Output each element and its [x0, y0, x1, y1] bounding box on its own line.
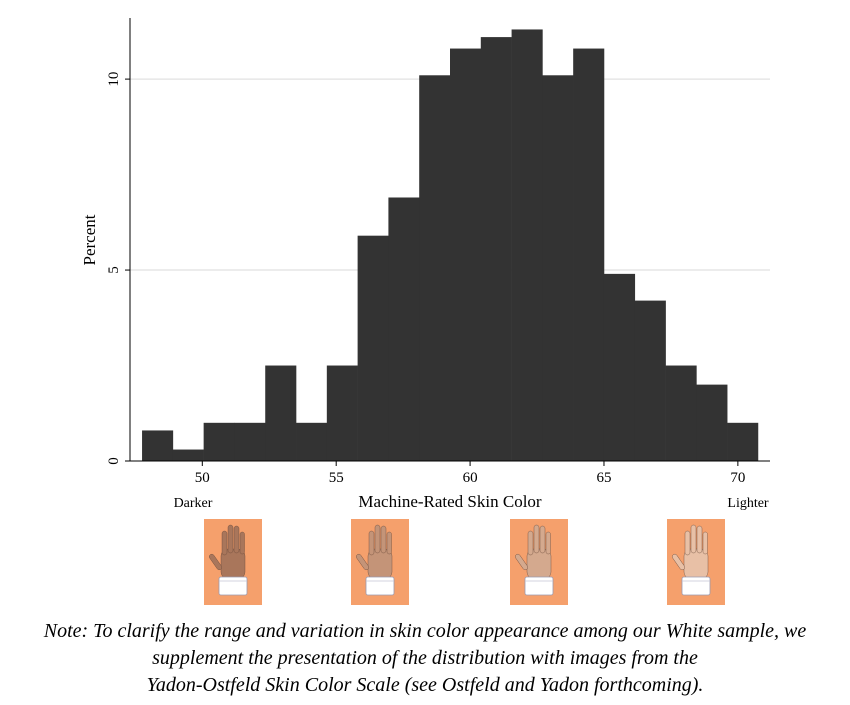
x-axis-ticks: 50 55 60 65 70: [195, 461, 745, 486]
figure-note: Note: To clarify the range and variation…: [0, 618, 850, 699]
x-tick-label: 70: [730, 470, 745, 486]
note-line-1: Note: To clarify the range and variation…: [43, 620, 807, 642]
histogram-bar: [142, 430, 174, 461]
histogram-bar: [450, 48, 482, 461]
histogram-bar: [419, 75, 451, 461]
histogram-bar: [542, 75, 574, 461]
note-line-3: Yadon-Ostfeld Skin Color Scale (see Ostf…: [146, 674, 704, 696]
histogram-bar: [234, 422, 266, 461]
x-axis-title: Machine-Rated Skin Color: [358, 492, 542, 511]
x-tick-label: 60: [463, 470, 478, 486]
histogram-chart: 0 5 10 50 55 60 65 70 Percent Machine-Rated Sk…: [80, 18, 770, 511]
hand-darker-icon: [204, 519, 262, 605]
y-axis-title: Percent: [80, 214, 99, 265]
hand-medium-dark-icon: [351, 519, 409, 605]
histogram-bar: [203, 422, 235, 461]
histogram-bar: [634, 300, 666, 461]
darker-end-label: Darker: [174, 496, 213, 511]
y-tick-label: 5: [106, 266, 122, 274]
histogram-bar: [265, 365, 297, 461]
histogram-bar: [326, 365, 358, 461]
x-tick-label: 65: [596, 470, 611, 486]
y-axis-ticks: 0 5 10: [106, 72, 130, 465]
hand-medium-light-icon: [510, 519, 568, 605]
histogram-bars: [142, 29, 759, 462]
x-tick-label: 55: [329, 470, 344, 486]
histogram-bar: [603, 273, 636, 461]
histogram-bar: [573, 48, 605, 461]
histogram-bar: [727, 422, 759, 461]
histogram-bar: [172, 449, 204, 461]
y-tick-label: 0: [106, 457, 122, 465]
hand-lighter-icon: [667, 519, 725, 605]
histogram-bar: [480, 37, 512, 462]
histogram-bar: [357, 235, 389, 461]
x-tick-label: 50: [195, 470, 210, 486]
note-line-2: supplement the presentation of the distr…: [152, 647, 698, 669]
histogram-bar: [696, 384, 728, 461]
histogram-bar: [296, 422, 328, 461]
histogram-bar: [511, 29, 543, 461]
lighter-end-label: Lighter: [727, 496, 769, 511]
histogram-bar: [665, 365, 697, 461]
histogram-bar: [388, 197, 420, 461]
y-tick-label: 10: [106, 72, 122, 87]
